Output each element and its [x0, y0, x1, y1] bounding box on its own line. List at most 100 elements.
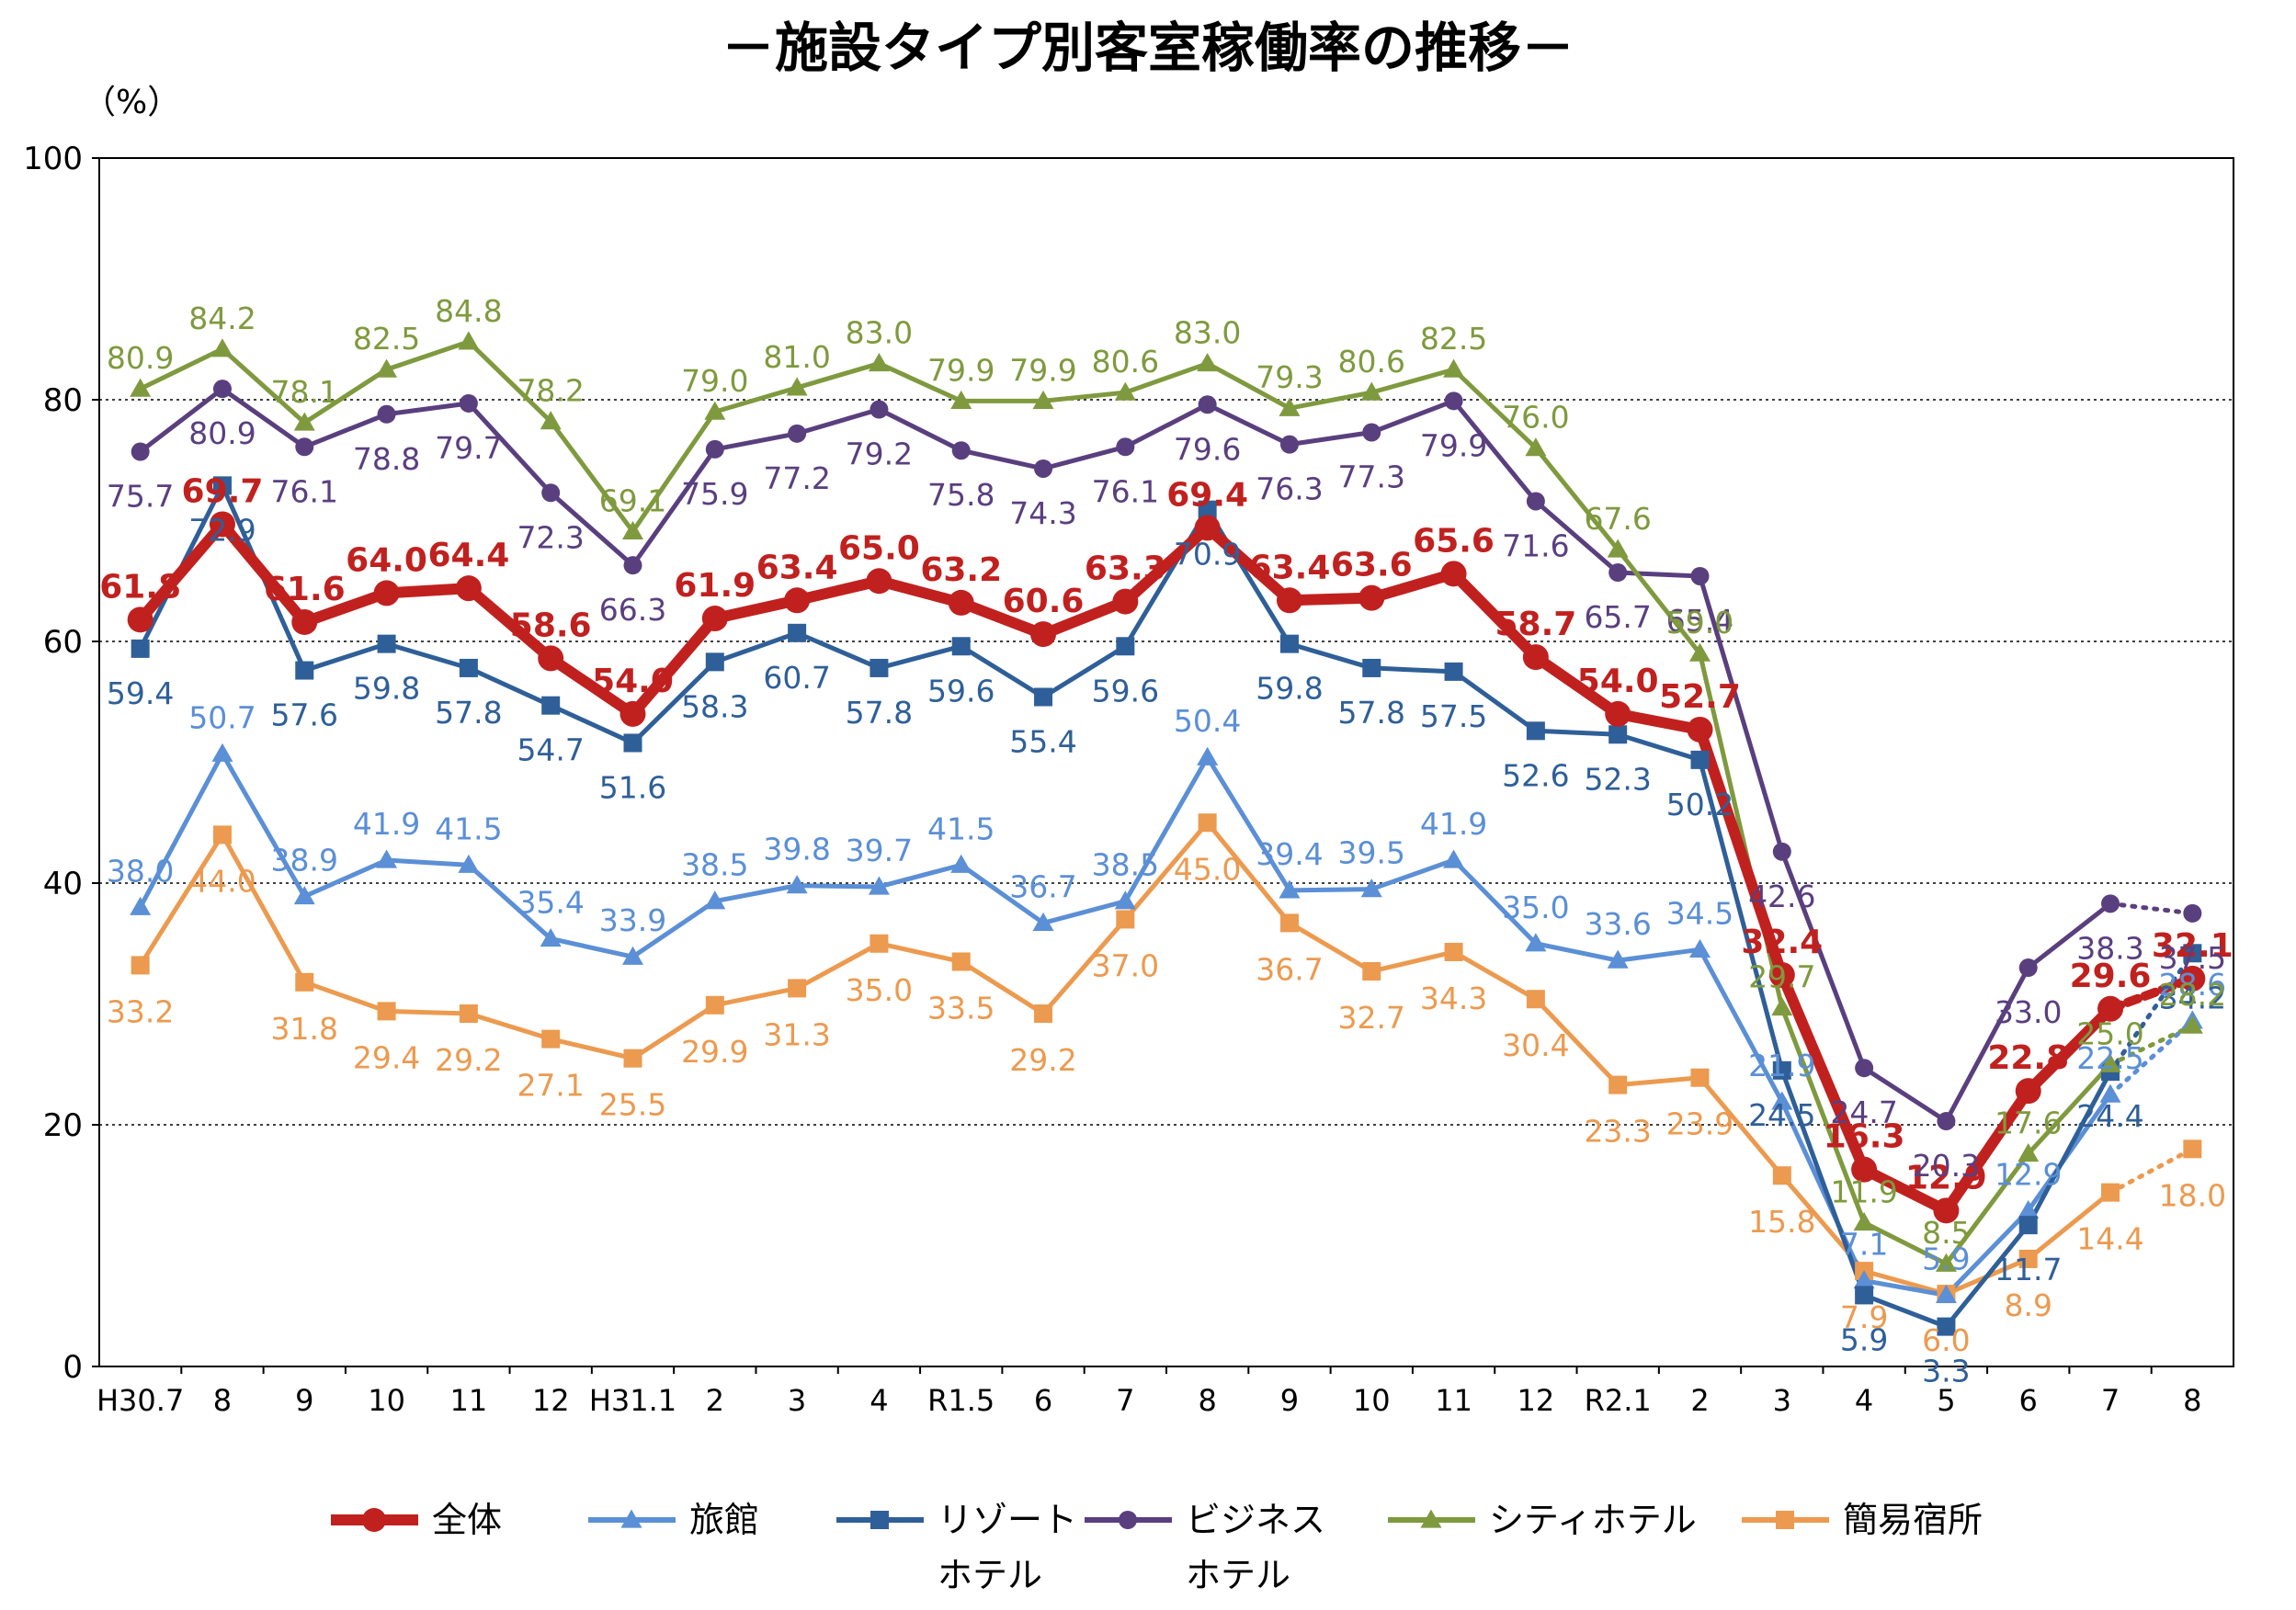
data-point [705, 995, 724, 1015]
data-label: 52.6 [1502, 757, 1569, 793]
data-point [293, 412, 315, 431]
data-point [1116, 637, 1135, 656]
data-label: 20.3 [1913, 1148, 1980, 1184]
data-label: 33.6 [1584, 906, 1651, 942]
data-label: 63.4 [1249, 549, 1331, 586]
data-label: 38.0 [107, 853, 174, 889]
legend-label: 全体 [432, 1500, 502, 1540]
data-point [2101, 1183, 2120, 1202]
legend-label: シティホテル [1489, 1500, 1697, 1540]
x-tick-label: 10 [1353, 1383, 1391, 1418]
data-point [455, 575, 482, 602]
data-point [538, 645, 564, 672]
data-label: 29.7 [1748, 958, 1815, 994]
data-label: 33.5 [927, 990, 995, 1026]
data-label: 61.9 [674, 567, 756, 605]
data-point [211, 743, 233, 762]
data-label: 45.0 [1174, 851, 1241, 887]
data-point [1853, 1270, 1875, 1289]
data-point [1116, 910, 1135, 929]
data-point [131, 639, 150, 658]
data-point [1198, 500, 1217, 519]
data-label: 38.5 [1092, 847, 1159, 883]
data-label: 30.4 [1502, 1027, 1569, 1063]
data-label: 38.3 [2076, 930, 2143, 966]
data-label: 34.5 [1666, 895, 1733, 931]
x-tick-label: 4 [1855, 1383, 1873, 1418]
y-tick-label: 0 [63, 1349, 83, 1386]
data-label: 29.2 [1009, 1042, 1076, 1078]
data-point [459, 658, 478, 677]
data-label: 59.6 [927, 673, 995, 709]
data-point [1279, 879, 1301, 899]
data-point [1198, 813, 1217, 833]
x-tick-label: 7 [1116, 1383, 1134, 1418]
data-label: 54.7 [517, 732, 584, 768]
x-tick-label: 9 [1280, 1383, 1299, 1418]
legend-marker [1119, 1511, 1137, 1529]
data-label: 22.8 [1987, 1039, 2069, 1077]
data-point [1525, 933, 1547, 952]
data-point [131, 956, 150, 975]
data-point [2015, 1078, 2041, 1105]
data-label: 60.7 [763, 660, 830, 696]
data-label: 7.9 [1840, 1299, 1888, 1335]
series-line-dotted-0 [2106, 973, 2198, 1014]
data-point [1608, 1075, 1628, 1094]
data-label: 63.2 [920, 551, 1002, 589]
data-label: 34.2 [2159, 980, 2226, 1015]
data-point [1855, 1286, 1874, 1305]
data-label: 54.0 [592, 663, 674, 700]
data-point [293, 885, 315, 905]
data-point [541, 483, 561, 503]
data-label: 52.3 [1584, 761, 1651, 797]
data-label: 34.3 [1420, 981, 1487, 1016]
data-point [2018, 958, 2038, 978]
data-label: 79.2 [846, 437, 913, 472]
data-point [1608, 563, 1628, 583]
data-point [130, 896, 152, 915]
data-label: 70.9 [1174, 537, 1241, 573]
data-point [1851, 1156, 1878, 1183]
data-label: 11.9 [1830, 1174, 1897, 1210]
data-point [1526, 990, 1545, 1009]
data-point [2018, 1199, 2040, 1219]
data-point [868, 876, 890, 895]
data-label: 28.2 [2159, 977, 2226, 1013]
data-point [212, 476, 232, 495]
data-point [541, 696, 561, 715]
data-label: 38.5 [681, 847, 748, 883]
x-tick-label: 6 [2019, 1383, 2038, 1418]
data-label: 79.6 [1174, 431, 1241, 467]
data-label: 41.5 [927, 811, 995, 846]
data-point [1034, 459, 1053, 478]
data-label: 55.4 [1009, 723, 1076, 759]
data-label: 76.1 [1092, 473, 1159, 509]
data-label: 79.9 [1420, 427, 1487, 463]
data-point [1114, 890, 1136, 910]
data-point [1522, 644, 1549, 671]
data-point [1935, 1284, 1957, 1304]
data-point [377, 1002, 396, 1021]
x-axis-ticks: H30.7 8 9 10 11 12 H31.1 2 3 4 R1.5 6 7 8 9 10 11 12 R2.1 2… [97, 1366, 2202, 1418]
data-label: 63.6 [1331, 547, 1413, 584]
data-point [377, 634, 396, 653]
x-tick-label: 8 [2183, 1383, 2201, 1418]
data-point [701, 606, 728, 632]
data-point [950, 390, 972, 409]
data-label: 75.9 [681, 476, 748, 512]
data-point [1937, 1317, 1956, 1336]
data-point [2183, 944, 2202, 963]
data-label: 29.9 [681, 1034, 748, 1070]
data-label: 58.7 [1495, 606, 1576, 643]
data-point [2099, 1083, 2121, 1103]
data-label: 29.2 [435, 1042, 502, 1078]
data-label: 25.5 [599, 1087, 666, 1123]
data-point [1690, 566, 1710, 585]
data-point [211, 338, 233, 357]
data-point [950, 854, 972, 873]
data-point [1362, 658, 1381, 677]
data-label: 57.8 [846, 695, 913, 731]
data-point [1276, 587, 1302, 614]
legend-label: ビジネス [1186, 1500, 1325, 1540]
